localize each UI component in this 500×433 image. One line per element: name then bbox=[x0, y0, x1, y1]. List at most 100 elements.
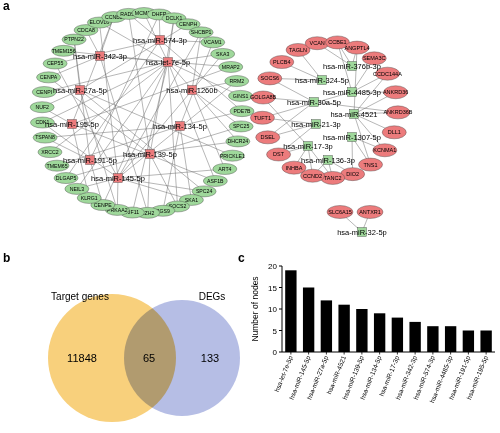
gene-node bbox=[384, 86, 408, 99]
bar bbox=[463, 331, 474, 353]
mirna-label: hsa-miR-574-3p bbox=[133, 36, 187, 45]
x-tick bbox=[379, 352, 380, 355]
y-tick bbox=[279, 330, 282, 331]
panel-label: a bbox=[3, 0, 10, 13]
figure: abcCDCA8ELOVL6CCNB1RAD51MCM10DHFRDCLK1CE… bbox=[0, 0, 500, 433]
mirna-label: hsa-miR-4485-3p bbox=[323, 88, 381, 97]
gene-label: DLL1 bbox=[388, 129, 401, 135]
gene-node bbox=[225, 76, 249, 87]
gene-label: MRAP2 bbox=[222, 64, 240, 70]
y-tick-label: 20 bbox=[268, 262, 277, 271]
gene-node bbox=[258, 72, 282, 85]
gene-label: TNS1 bbox=[363, 162, 377, 168]
gene-node bbox=[256, 131, 280, 144]
gene-label: TUFT1 bbox=[254, 115, 271, 121]
gene-label: ART4 bbox=[218, 166, 231, 172]
gene-node bbox=[37, 72, 61, 83]
edge bbox=[180, 126, 191, 200]
gene-label: DHCR24 bbox=[228, 138, 249, 144]
bar bbox=[392, 318, 403, 352]
gene-label: SLC6A15 bbox=[328, 209, 352, 215]
y-tick bbox=[279, 309, 282, 310]
gene-node bbox=[219, 61, 243, 72]
mirna-label: hsa-miR-32-5p bbox=[337, 228, 387, 237]
edge bbox=[163, 126, 180, 211]
gene-node bbox=[220, 150, 244, 161]
gene-node bbox=[189, 27, 213, 38]
gene-node bbox=[65, 183, 89, 194]
gene-label: PDE7B bbox=[233, 108, 251, 114]
mirna-label: hsa-miR-376b-3p bbox=[323, 62, 381, 71]
gene-node bbox=[213, 163, 237, 174]
x-tick bbox=[308, 352, 309, 355]
gene-node bbox=[345, 41, 369, 54]
bar bbox=[480, 331, 491, 353]
venn-label: DEGs bbox=[199, 291, 226, 302]
bar bbox=[374, 313, 385, 352]
network-left: CDCA8ELOVL6CCNB1RAD51MCM10DHFRDCLK1CENPH… bbox=[30, 8, 254, 219]
x-tick bbox=[361, 352, 362, 355]
nodes: CDCA8ELOVL6CCNB1RAD51MCM10DHFRDCLK1CENPH… bbox=[30, 8, 254, 219]
gene-label: ANGPTL4 bbox=[344, 45, 369, 51]
gene-label: DIO2 bbox=[346, 171, 359, 177]
x-tick-label: hsa-miR-195-5p bbox=[465, 354, 490, 401]
gene-label: TANC2 bbox=[324, 175, 342, 181]
y-tick bbox=[279, 266, 282, 267]
gene-label: TAGLN bbox=[289, 47, 307, 53]
edge bbox=[160, 40, 242, 111]
edge bbox=[118, 32, 201, 178]
y-tick-label: 15 bbox=[268, 284, 277, 293]
bar-chart: 05101520Number of nodeshsa-let-7e-5phsa-… bbox=[250, 262, 495, 404]
gene-label: GOLGA8B bbox=[250, 94, 277, 100]
gene-node bbox=[52, 45, 76, 56]
nodes: TAGLNVCANCCBE1ANGPTL4SEMA3CCCDC144AANKRD… bbox=[250, 36, 413, 185]
x-tick bbox=[397, 352, 398, 355]
gene-node bbox=[382, 126, 406, 139]
mirna-label: hsa-miR-1307-5p bbox=[323, 133, 381, 142]
gene-node bbox=[229, 90, 253, 101]
gene-node bbox=[230, 106, 254, 117]
gene-label: TSPAN8 bbox=[35, 134, 55, 140]
panel-label: b bbox=[3, 251, 10, 265]
mirna-label: hsa-miR-342-3p bbox=[73, 52, 127, 61]
gene-node bbox=[250, 111, 274, 124]
x-tick bbox=[326, 352, 327, 355]
gene-label: SHCBP1 bbox=[191, 29, 212, 35]
bar bbox=[427, 326, 438, 352]
gene-label: ANTXR1 bbox=[359, 209, 381, 215]
gene-node bbox=[359, 158, 383, 171]
gene-label: RRM2 bbox=[229, 78, 244, 84]
x-tick bbox=[344, 352, 345, 355]
gene-label: PTPN22 bbox=[64, 36, 84, 42]
gene-label: KLRG1 bbox=[81, 195, 98, 201]
gene-node bbox=[43, 58, 67, 69]
gene-node bbox=[203, 175, 227, 186]
gene-node bbox=[373, 144, 397, 157]
gene-node bbox=[62, 34, 86, 45]
gene-label: VCAN bbox=[310, 40, 325, 46]
gene-label: DSEL bbox=[261, 134, 275, 140]
bar bbox=[356, 309, 367, 352]
edges bbox=[42, 13, 242, 213]
network-small: SLC6A15 ANTXR1 hsa-miR-32-5p bbox=[327, 206, 387, 237]
gene-node bbox=[229, 121, 253, 132]
gene-label: XRCC2 bbox=[41, 149, 59, 155]
gene-label: GINS1 bbox=[233, 93, 249, 99]
venn-label: Target genes bbox=[51, 291, 109, 302]
y-axis-title: Number of nodes bbox=[250, 276, 260, 341]
gene-node bbox=[270, 56, 294, 69]
mirna-label: hsa-miR-17-3p bbox=[283, 142, 333, 151]
bar bbox=[338, 305, 349, 352]
gene-node bbox=[226, 136, 250, 147]
x-tick bbox=[432, 352, 433, 355]
mirna-label: hsa-miR-136-3p bbox=[301, 156, 355, 165]
gene-label: CCND2 bbox=[303, 173, 322, 179]
gene-label: PRICKLE1 bbox=[220, 153, 245, 159]
mirna-label: hsa-miR-139-5p bbox=[123, 150, 177, 159]
network-right: TAGLNVCANCCBE1ANGPTL4SEMA3CCCDC144AANKRD… bbox=[250, 36, 413, 185]
gene-label: PLCB4 bbox=[273, 59, 290, 65]
mirna-label: hsa-miR-195-5p bbox=[45, 120, 99, 129]
gene-label: DLGAP5 bbox=[56, 175, 77, 181]
mirna-label: hsa-miR-4521 bbox=[330, 110, 377, 119]
bar bbox=[409, 322, 420, 352]
